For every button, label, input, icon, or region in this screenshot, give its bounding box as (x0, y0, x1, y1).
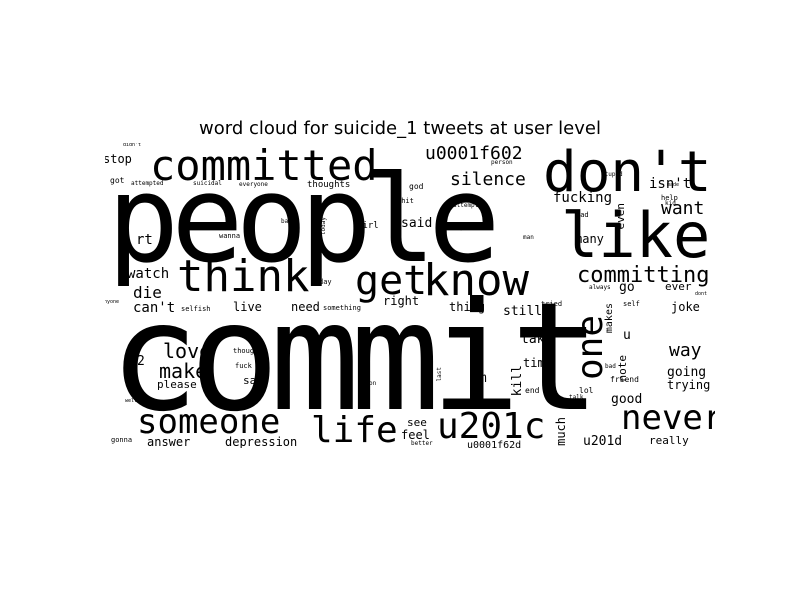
word-friend: friend (610, 375, 639, 384)
word-on: on (369, 380, 377, 387)
word-kid: kid (665, 200, 676, 207)
word-answer: answer (147, 435, 191, 448)
word-love: love (163, 339, 212, 363)
word-u0001f62d: u0001f62d (467, 440, 522, 449)
word-person: person (491, 159, 513, 166)
word-committing: committing (577, 263, 710, 288)
word-watch: watch (127, 266, 170, 282)
word-dont: don't (543, 143, 712, 205)
word-fucking: fucking (553, 190, 613, 206)
word-thoughts: thoughts (307, 180, 351, 190)
word-time: time (523, 356, 552, 370)
word-get: get (355, 258, 428, 304)
word-thing: thing (449, 300, 486, 314)
word-makes: makes (604, 303, 615, 334)
word-u0001f602: u0001f602 (425, 143, 523, 164)
word-going: going (667, 365, 707, 380)
word-want: want (661, 198, 705, 219)
word-please: please (157, 378, 197, 391)
word-someone: someone (137, 402, 281, 442)
word-take: take (521, 332, 553, 347)
word-got: got (110, 176, 125, 185)
word-day: day (319, 278, 332, 286)
word-said: said (401, 216, 433, 231)
word-much: much (554, 417, 568, 446)
word-still: still (503, 304, 543, 319)
word-right: right (383, 294, 420, 308)
word-even: even (614, 203, 627, 230)
chart-title: word cloud for suicide_1 tweets at user … (199, 118, 601, 139)
word-something: something (323, 304, 361, 312)
word-end: end (525, 386, 540, 395)
word-didnt: didn't (123, 143, 142, 148)
word-always: always (589, 284, 611, 291)
word-fuck: fuck (235, 362, 252, 370)
word-help: help (661, 194, 678, 202)
word-rt: rt (136, 232, 153, 248)
word-go: go (619, 280, 635, 295)
word-committed: committed (150, 143, 378, 190)
word-nope: nope (453, 224, 468, 231)
word-selfish: selfish (181, 305, 211, 313)
word-dont-small: dont (695, 291, 708, 297)
word-bad: bad (605, 363, 616, 370)
word-think: think (177, 251, 310, 302)
word-cant: can't (133, 300, 176, 316)
word-today: today (320, 217, 327, 236)
word-cloud: commit people committed don't like think… (105, 143, 715, 448)
word-people: people (107, 151, 500, 290)
word-die: die (133, 283, 162, 302)
word-wanna: wanna (219, 232, 241, 240)
word-say: say (243, 374, 263, 387)
word-attempt: attempt (453, 202, 479, 209)
word-commit: commit (109, 271, 601, 445)
word-made: made (667, 182, 680, 188)
word-self: self (623, 300, 640, 308)
word-girl: girl (357, 221, 379, 231)
word-tried: tried (541, 300, 563, 308)
word-depression: depression (225, 435, 298, 448)
word-isnt: isn't (649, 176, 692, 192)
word-suicidal: suicidal (193, 180, 222, 187)
word-need: need (291, 300, 320, 314)
word-im: im (471, 371, 487, 386)
word-better: better (411, 440, 433, 447)
word-trying: trying (667, 378, 711, 392)
word-anyone: anyone (105, 299, 120, 305)
word-u201d: u201d (583, 434, 623, 448)
word-see: see (407, 416, 427, 429)
word-live: live (233, 300, 262, 314)
word-ever: ever (665, 280, 692, 293)
word-way: way (669, 340, 702, 361)
word-like: like (561, 199, 711, 272)
word-two: 2 (137, 354, 145, 369)
word-never: never (621, 398, 715, 438)
word-silence: silence (450, 169, 526, 190)
word-man: man (523, 234, 534, 241)
word-lol: lol (579, 386, 594, 395)
word-u: u (623, 328, 631, 343)
word-joke: joke (671, 300, 700, 314)
word-stop: stop (105, 152, 132, 166)
word-back: back (281, 218, 296, 225)
word-attempted: attempted (131, 180, 164, 187)
word-good: good (611, 392, 643, 407)
word-u201c: u201c (437, 406, 546, 447)
word-well: well (125, 398, 138, 404)
word-feel: feel (401, 428, 430, 442)
word-make: make (159, 359, 208, 383)
word-everyone: everyone (239, 181, 268, 188)
word-last: last (436, 367, 443, 382)
word-thought: thought (233, 347, 263, 355)
word-talk: talk (569, 394, 584, 401)
word-god: god (409, 182, 424, 191)
word-sad: sad (576, 211, 589, 219)
word-know: know (423, 255, 529, 306)
word-gonna: gonna (111, 436, 133, 444)
word-life: life (311, 410, 398, 449)
word-stupid: stupid (601, 171, 623, 178)
word-shit: shit (397, 197, 414, 205)
word-really: really (649, 434, 689, 447)
word-many: many (575, 232, 604, 246)
